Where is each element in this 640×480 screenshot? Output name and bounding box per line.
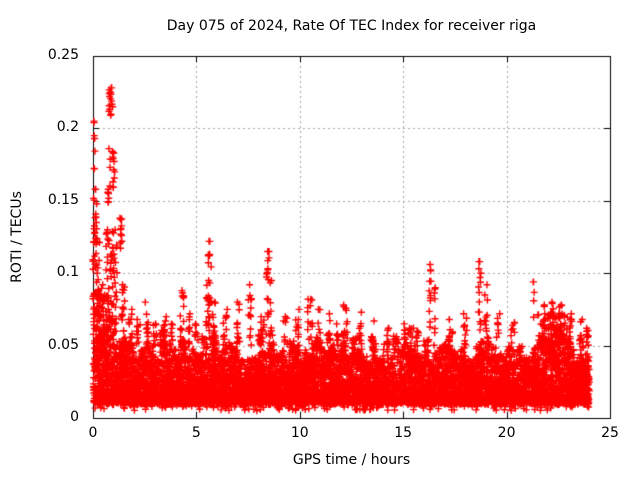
x-axis-title: GPS time / hours	[292, 452, 411, 468]
y-tick-label: 0	[70, 409, 79, 425]
y-tick-label: 0.25	[47, 47, 79, 63]
chart-title: Day 075 of 2024, Rate Of TEC Index for r…	[166, 18, 537, 34]
x-tick-label: 5	[191, 425, 201, 441]
x-tick-label: 10	[290, 425, 309, 441]
y-tick-label: 0.2	[56, 119, 79, 136]
y-tick-label: 0.1	[56, 264, 79, 281]
x-tick-label: 25	[601, 425, 619, 441]
y-tick-label: 0.15	[47, 191, 79, 208]
y-tick-label: 0.05	[47, 336, 79, 353]
x-tick-label: 0	[88, 425, 98, 441]
x-tick-label: 20	[497, 425, 516, 441]
x-tick-label: 15	[394, 425, 413, 441]
